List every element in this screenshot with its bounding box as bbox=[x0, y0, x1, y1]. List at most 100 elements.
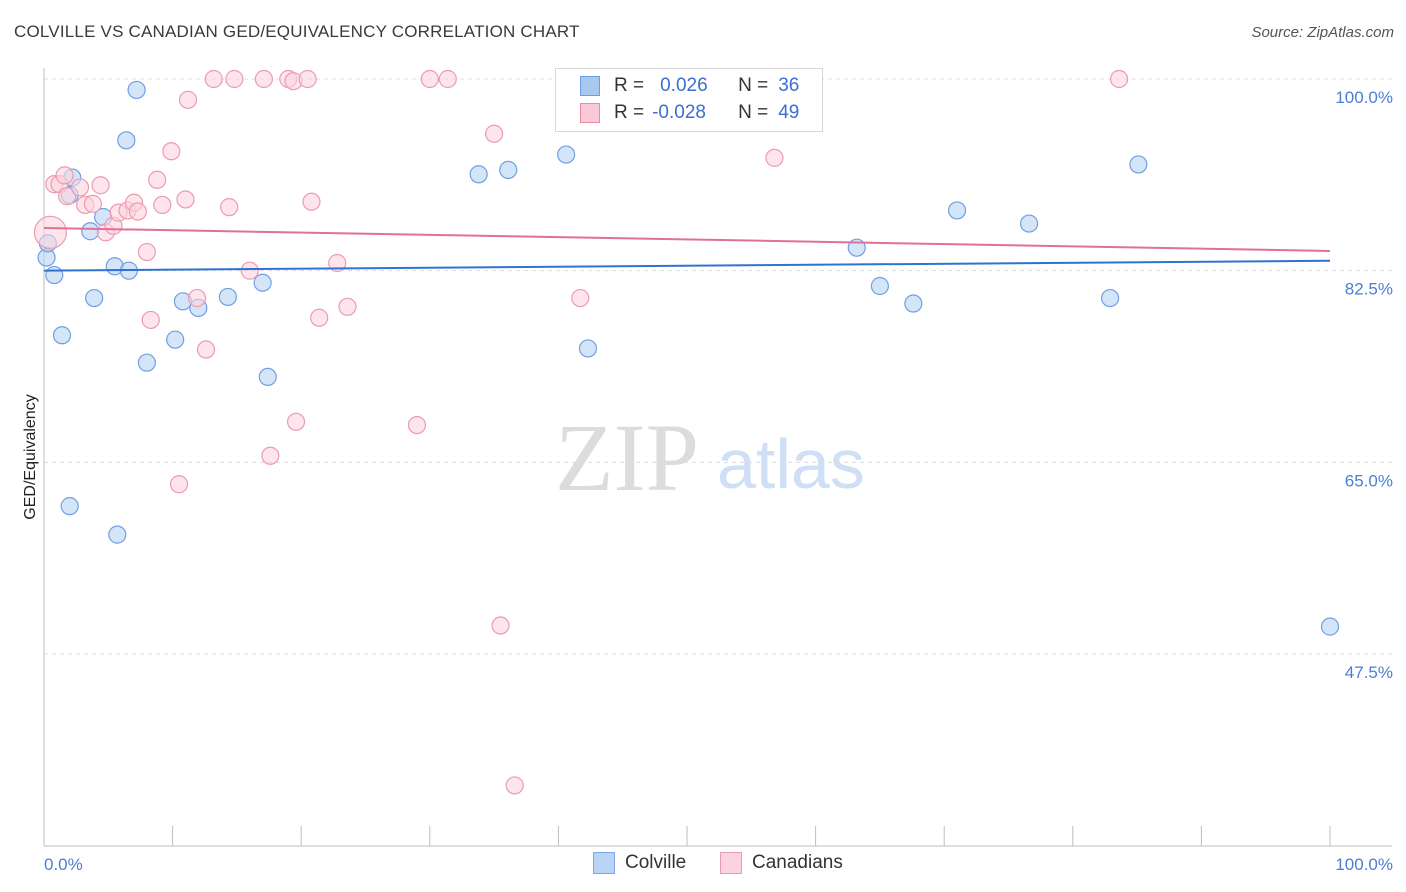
canadians-point bbox=[153, 195, 172, 215]
canadians-point bbox=[141, 310, 160, 330]
legend-r-value-canadians: -0.028 bbox=[652, 102, 706, 123]
axes bbox=[43, 68, 1392, 847]
canadians-point bbox=[240, 261, 259, 280]
y-tick-label: 100.0% bbox=[1335, 88, 1393, 107]
colville-trend-line bbox=[43, 259, 1331, 272]
canadians-point bbox=[302, 192, 321, 211]
y-axis-title: GED/Equivalency bbox=[22, 394, 39, 519]
colville-point bbox=[166, 330, 185, 349]
canadians-point bbox=[196, 340, 216, 359]
colville-point bbox=[60, 497, 79, 516]
canadians-point bbox=[438, 69, 457, 89]
canadians-point bbox=[83, 194, 102, 213]
canadians-point bbox=[128, 202, 147, 221]
legend-swatch-canadians bbox=[580, 103, 600, 123]
colville-point bbox=[947, 201, 967, 220]
colville-point bbox=[870, 276, 890, 296]
colville-point bbox=[117, 131, 136, 150]
chart-title: COLVILLE VS CANADIAN GED/EQUIVALENCY COR… bbox=[14, 22, 580, 41]
chart-source: Source: ZipAtlas.com bbox=[1251, 24, 1394, 41]
legend-r-value-colville: 0.026 bbox=[660, 75, 708, 96]
canadians-point bbox=[328, 253, 347, 273]
watermark-atlas: atlas bbox=[717, 425, 865, 503]
canadians-point bbox=[1109, 69, 1129, 89]
canadians-point bbox=[420, 69, 439, 89]
y-tick-label: 82.5% bbox=[1345, 280, 1393, 299]
stats-legend: R = 0.026 N = 36 R = -0.028 N = 49 bbox=[555, 68, 823, 132]
legend-r-label: R = bbox=[614, 75, 645, 96]
canadians-point bbox=[485, 124, 504, 143]
canadians-point bbox=[286, 412, 306, 431]
canadians-point bbox=[220, 198, 239, 217]
canadians-point bbox=[298, 69, 317, 89]
colville-point bbox=[258, 367, 277, 387]
canadians-point bbox=[70, 178, 90, 197]
colville-point bbox=[137, 353, 156, 372]
canadians-point bbox=[187, 288, 207, 308]
colville-point bbox=[218, 287, 237, 307]
canadians-point bbox=[571, 288, 590, 308]
canadians-point bbox=[178, 90, 198, 109]
colville-point bbox=[1129, 155, 1148, 174]
legend-n-label: N = bbox=[738, 102, 769, 123]
colville-point bbox=[108, 525, 127, 544]
x-tick-label-min: 0.0% bbox=[44, 855, 83, 874]
canadians-trend-line bbox=[43, 226, 1331, 252]
x-tick-label-max: 100.0% bbox=[1335, 855, 1393, 874]
canadians-point bbox=[407, 415, 427, 435]
colville-point bbox=[1019, 214, 1039, 233]
canadians-point bbox=[261, 446, 280, 465]
y-tick-label: 65.0% bbox=[1345, 471, 1393, 490]
canadians-point bbox=[148, 170, 167, 189]
gridlines bbox=[44, 78, 1392, 655]
canadians-point bbox=[491, 616, 510, 635]
canadians-point bbox=[204, 69, 223, 89]
watermark: ZIP atlas bbox=[555, 404, 865, 511]
canadians-point bbox=[162, 142, 181, 161]
y-tick-labels: 100.0% 82.5% 65.0% 47.5% bbox=[1335, 88, 1393, 682]
bottom-legend-label-canadians: Canadians bbox=[752, 852, 843, 873]
canadians-point bbox=[338, 297, 357, 316]
legend-n-value-colville: 36 bbox=[778, 75, 800, 96]
trend-lines bbox=[43, 226, 1331, 272]
bottom-legend-swatch-colville bbox=[593, 852, 615, 874]
colville-point bbox=[469, 165, 488, 184]
colville-point bbox=[557, 145, 576, 164]
canadians-point bbox=[254, 69, 274, 89]
canadians-point bbox=[33, 215, 68, 249]
bottom-legend-swatch-canadians bbox=[720, 852, 742, 874]
colville-point bbox=[578, 339, 598, 358]
colville-point bbox=[904, 294, 923, 313]
canadians-point bbox=[55, 166, 74, 185]
colville-point bbox=[1320, 617, 1340, 636]
colville-point bbox=[85, 288, 104, 308]
legend-row-canadians: R = -0.028 N = 49 bbox=[580, 100, 799, 126]
canadians-point bbox=[137, 242, 156, 262]
legend-n-value-canadians: 49 bbox=[778, 102, 800, 123]
canadians-point bbox=[176, 190, 195, 209]
canadians-point bbox=[91, 176, 110, 195]
canadians-point bbox=[169, 475, 189, 494]
canadians-point bbox=[765, 148, 784, 167]
colville-point bbox=[499, 160, 518, 180]
colville-point bbox=[1100, 288, 1120, 308]
legend-n-label: N = bbox=[738, 75, 769, 96]
bottom-legend-colville: Colville bbox=[593, 852, 686, 874]
colville-point bbox=[45, 265, 64, 285]
bottom-legend-label-colville: Colville bbox=[625, 852, 687, 873]
watermark-zip: ZIP bbox=[555, 404, 699, 511]
colville-point bbox=[127, 80, 146, 100]
canadians-point bbox=[505, 776, 524, 795]
legend-swatch-colville bbox=[580, 76, 600, 96]
colville-point bbox=[81, 222, 100, 241]
y-tick-label: 47.5% bbox=[1345, 663, 1393, 682]
bottom-legend-canadians: Canadians bbox=[720, 852, 843, 874]
legend-row-colville: R = 0.026 N = 36 bbox=[580, 73, 799, 99]
canadians-point bbox=[225, 69, 244, 89]
canadians-point bbox=[58, 187, 77, 206]
colville-point bbox=[253, 273, 272, 292]
canadians-point bbox=[310, 308, 329, 327]
x-ticks bbox=[172, 826, 1331, 846]
colville-point bbox=[52, 326, 72, 345]
